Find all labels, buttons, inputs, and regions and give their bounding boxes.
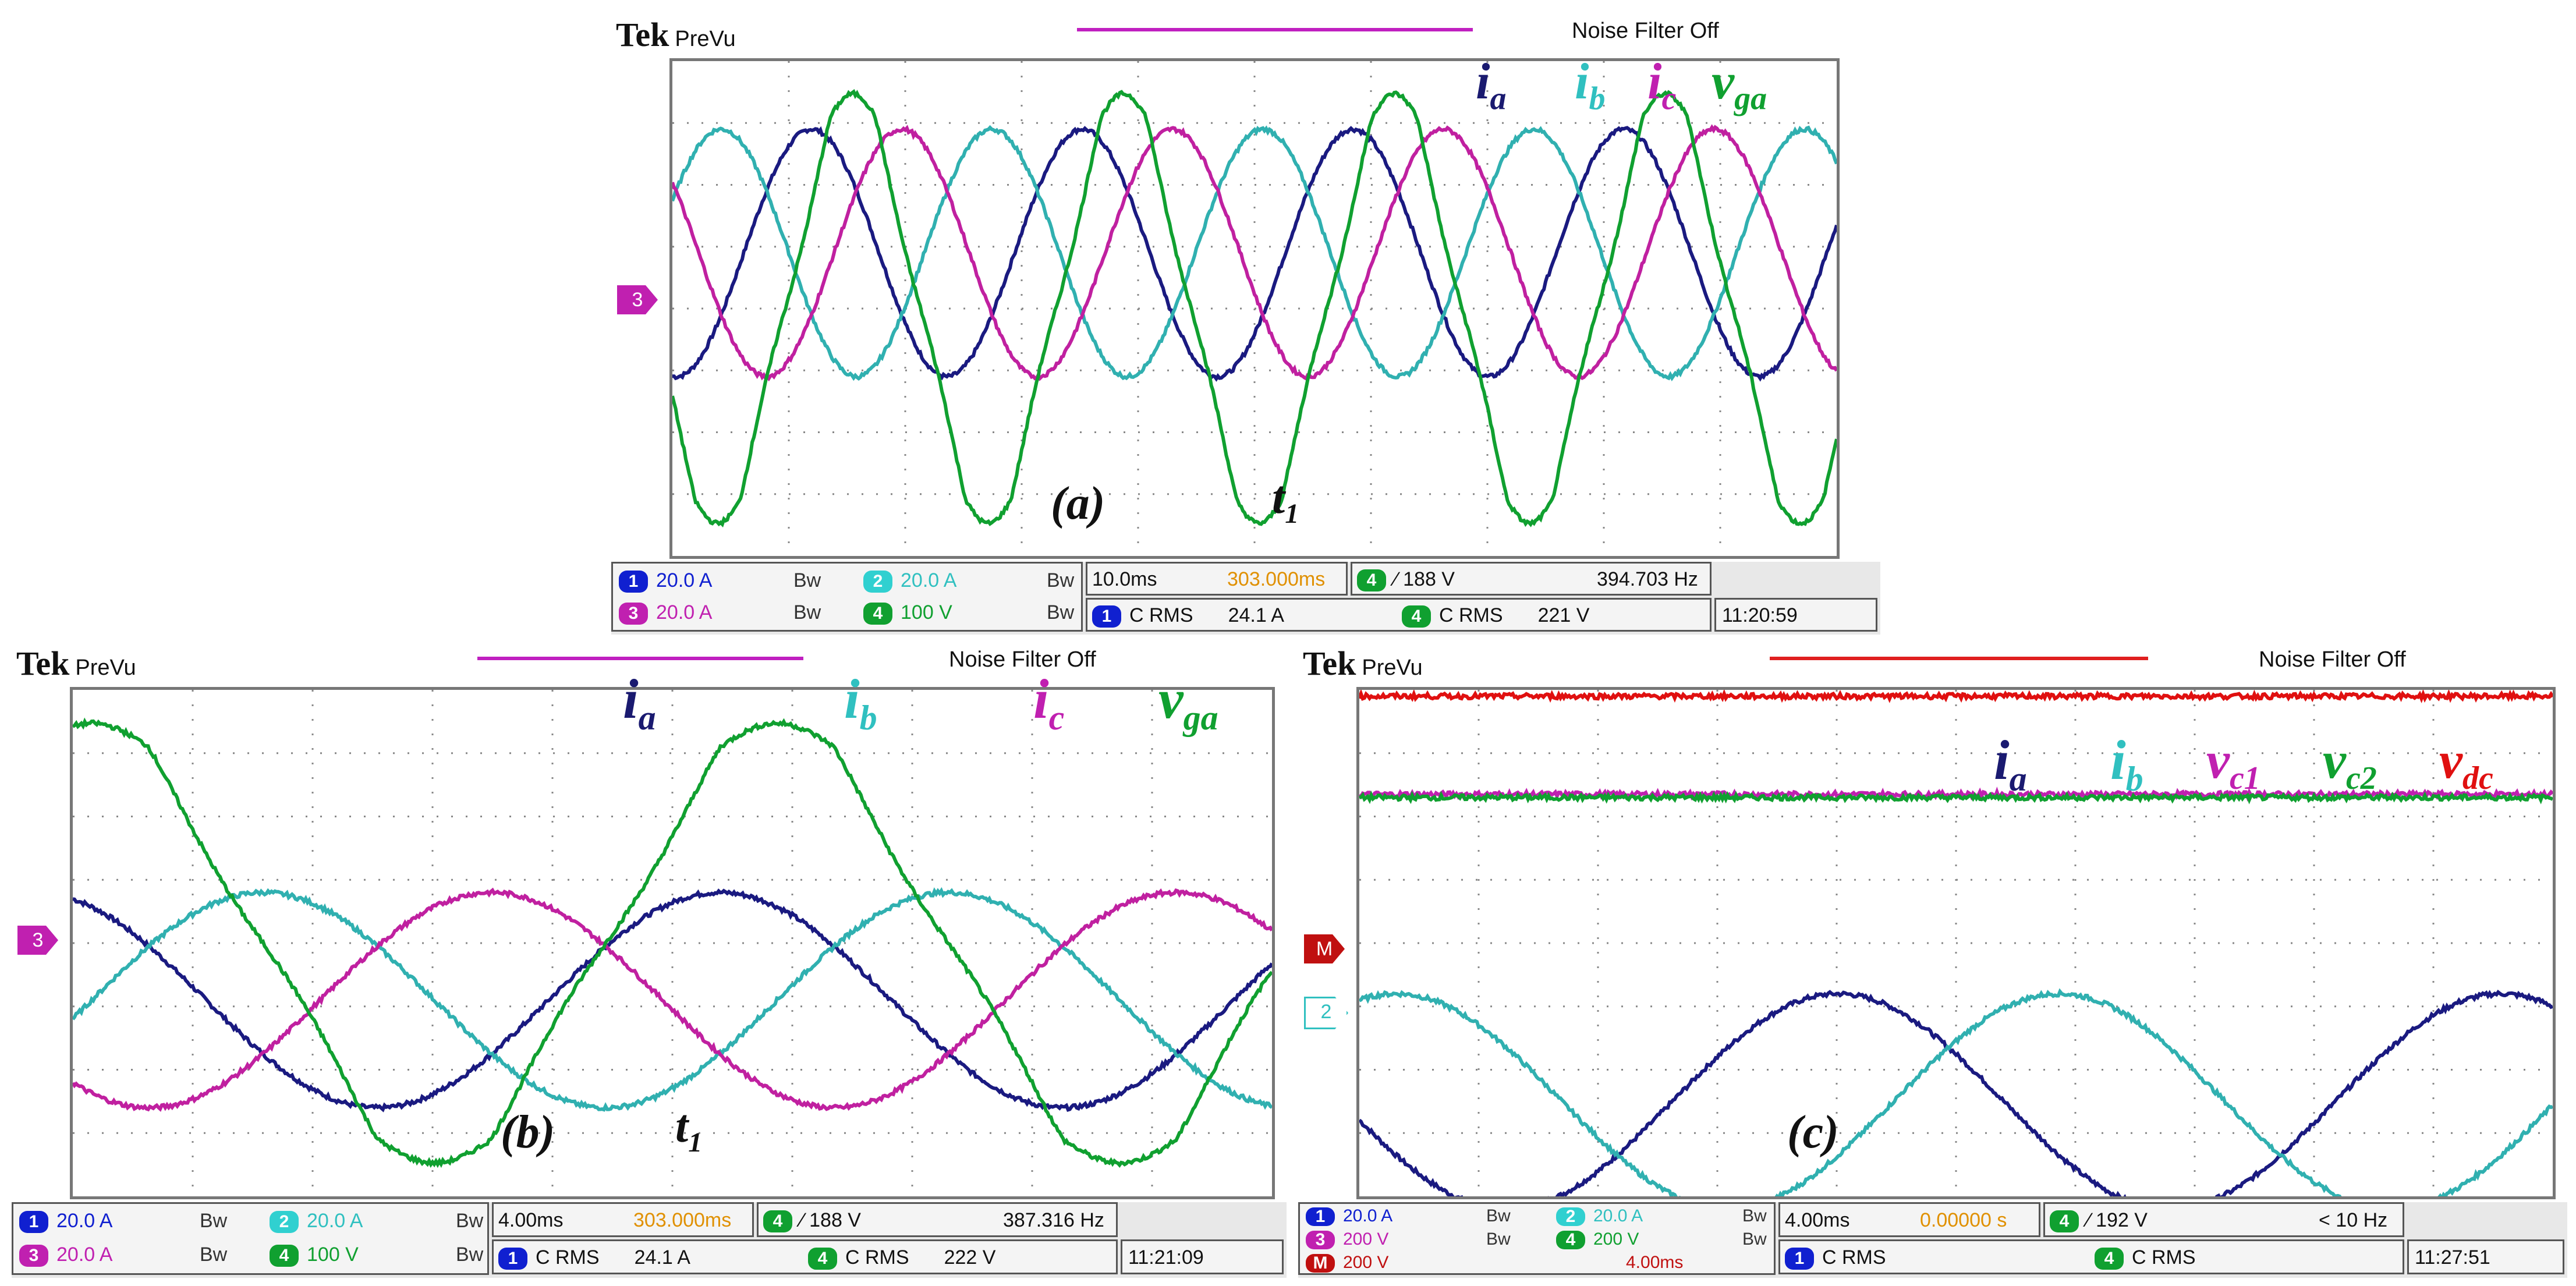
series-i-b	[73, 887, 1272, 1112]
series-i-a	[672, 126, 1837, 382]
channel-settings-box: 1 20.0 A Bᴡ 2 20.0 A Bᴡ 3 20.0 A Bᴡ 4 100 V …	[611, 562, 1083, 632]
label-ia: ia	[1994, 729, 2027, 799]
waveform-plot	[73, 690, 1272, 1196]
label-ib: ib	[1575, 54, 1606, 117]
noise-filter-status: Noise Filter Off	[2259, 647, 2406, 672]
label-vdc: vdc	[2439, 732, 2493, 796]
math-channel-marker: M	[1304, 934, 1345, 963]
clock-box: 11:27:51	[2407, 1239, 2564, 1274]
label-ia: ia	[1476, 54, 1507, 117]
time-marker-t1: t1	[1272, 472, 1299, 529]
trigger-box: 4 ∕ 188 V 394.703 Hz	[1351, 562, 1712, 596]
scope-panel-b: Tek PreVu Noise Filter Off 3 ia ib ic vga…	[12, 640, 1287, 1281]
clock-box: 11:20:59	[1714, 598, 1877, 632]
label-vc1: vc1	[2206, 732, 2260, 796]
trigger-box: 4 ∕ 188 V 387.316 Hz	[757, 1202, 1118, 1237]
scope-screen	[669, 58, 1840, 559]
scope-screen	[1356, 687, 2556, 1199]
channel-settings-box: 1 20.0 A Bᴡ 2 20.0 A Bᴡ 3 20.0 A Bᴡ 4 100 V …	[12, 1202, 489, 1275]
label-ia: ia	[623, 668, 656, 738]
status-bar: 1 20.0 A Bᴡ 2 20.0 A Bᴡ 3 20.0 A Bᴡ 4 100 V …	[12, 1202, 1287, 1278]
channel-3-marker: 3	[17, 926, 58, 955]
brand-logo: Tek PreVu	[616, 16, 736, 54]
label-ib: ib	[844, 668, 877, 738]
series-v-ga	[73, 717, 1272, 1168]
time-marker-t1: t1	[675, 1101, 703, 1158]
series-i-b	[672, 125, 1837, 381]
brand-logo: Tek PreVu	[1303, 644, 1423, 682]
scope-panel-c: Tek PreVu Noise Filter Off M 2 ia ib vc1 …	[1298, 640, 2567, 1281]
label-vga: vga	[1712, 54, 1767, 117]
noise-filter-status: Noise Filter Off	[949, 647, 1096, 672]
panel-letter: (a)	[1051, 478, 1105, 529]
clock-box: 11:21:09	[1121, 1239, 1284, 1274]
brand-logo: Tek PreVu	[16, 644, 136, 682]
series-i-c	[672, 124, 1837, 382]
label-vga: vga	[1158, 668, 1218, 738]
status-bar: 1 20.0 A Bᴡ 2 20.0 A Bᴡ 3 200 V Bᴡ 4 200 V B…	[1298, 1202, 2567, 1278]
label-ic: ic	[1647, 54, 1677, 117]
trigger-position-bar	[477, 657, 803, 660]
label-ib: ib	[2110, 729, 2143, 799]
waveform-plot	[1359, 690, 2553, 1196]
noise-filter-status: Noise Filter Off	[1572, 19, 1719, 43]
label-ic: ic	[1033, 668, 1065, 738]
timebase-box: 4.00ms 303.000ms	[492, 1202, 754, 1237]
channel-2-marker: 2	[1304, 997, 1348, 1029]
timebase-box: 4.00ms 0.00000 s	[1778, 1202, 2040, 1237]
panel-letter: (c)	[1787, 1107, 1839, 1158]
scope-screen	[70, 687, 1275, 1199]
series-v-ga	[672, 89, 1837, 528]
channel-3-marker: 3	[617, 285, 658, 314]
series-v-dc	[1359, 690, 2553, 703]
series-i-c	[73, 887, 1272, 1112]
timebase-box: 10.0ms 303.000ms	[1086, 562, 1348, 596]
series-i-a	[73, 888, 1272, 1113]
trigger-box: 4 ∕ 192 V < 10 Hz	[2043, 1202, 2404, 1237]
series-i-a	[1359, 990, 2553, 1196]
label-vc2: vc2	[2323, 732, 2377, 796]
scope-panel-a: Tek PreVu Noise Filter Off 3 ia ib ic vga…	[611, 12, 1880, 635]
status-bar: 1 20.0 A Bᴡ 2 20.0 A Bᴡ 3 20.0 A Bᴡ 4 100 V …	[611, 562, 1880, 635]
waveform-plot	[672, 61, 1837, 556]
trigger-position-bar	[1770, 657, 2148, 660]
series-v-c2	[1359, 790, 2553, 805]
channel-settings-box: 1 20.0 A Bᴡ 2 20.0 A Bᴡ 3 200 V Bᴡ 4 200 V B…	[1298, 1202, 1776, 1275]
trigger-position-bar	[1077, 28, 1473, 31]
panel-letter: (b)	[501, 1107, 555, 1158]
series-i-b	[1359, 988, 2553, 1196]
